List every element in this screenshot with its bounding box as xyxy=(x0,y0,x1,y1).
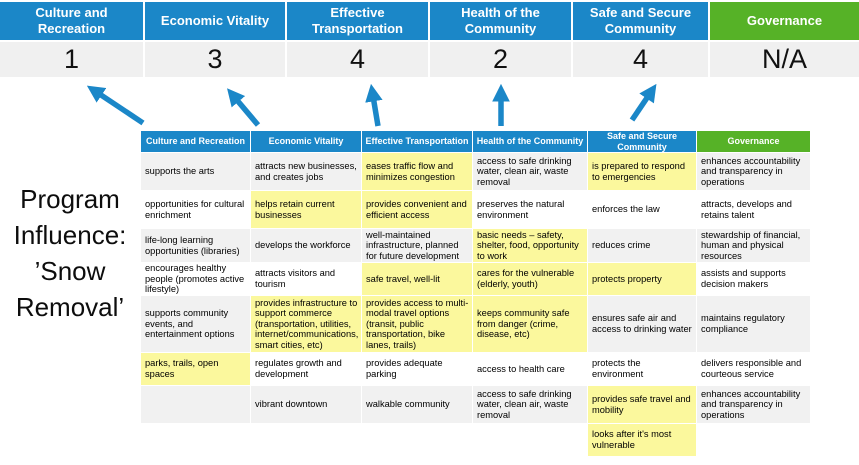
matrix-cell: vibrant downtown xyxy=(251,386,361,423)
matrix-cell xyxy=(141,424,250,456)
priority-score: 1 xyxy=(0,42,143,77)
matrix-cell-highlighted: safe travel, well-lit xyxy=(362,263,472,295)
priority-score: 3 xyxy=(145,42,285,77)
matrix-cell xyxy=(697,424,810,456)
matrix-cell: attracts new businesses, and creates job… xyxy=(251,153,361,190)
matrix-cell: enforces the law xyxy=(588,191,696,228)
matrix-cell: encourages healthy people (promotes acti… xyxy=(141,263,250,295)
matrix-cell: maintains regulatory compliance xyxy=(697,296,810,352)
matrix-cell-highlighted: provides infrastructure to support comme… xyxy=(251,296,361,352)
priority-score: 4 xyxy=(573,42,708,77)
matrix-cell: life-long learning opportunities (librar… xyxy=(141,229,250,262)
priority-score: N/A xyxy=(710,42,859,77)
priority-header: Governance xyxy=(710,2,859,40)
priority-score: 2 xyxy=(430,42,571,77)
matrix-column-header: Culture and Recreation xyxy=(141,131,250,152)
matrix-cell-highlighted: cares for the vulnerable (elderly, youth… xyxy=(473,263,587,295)
matrix-cell: well-maintained infrastructure, planned … xyxy=(362,229,472,262)
up-left-arrow-icon xyxy=(86,85,145,126)
program-influence-line: Influence: xyxy=(13,219,127,250)
matrix-cell: regulates growth and development xyxy=(251,353,361,385)
up-arrow-icon xyxy=(365,83,383,127)
matrix-cell-highlighted: protects property xyxy=(588,263,696,295)
matrix-cell: opportunities for cultural enrichment xyxy=(141,191,250,228)
matrix-cell: access to health care xyxy=(473,353,587,385)
up-left-arrow-icon xyxy=(227,88,261,127)
arrows-overlay xyxy=(86,83,657,127)
matrix-cell: attracts, develops and retains talent xyxy=(697,191,810,228)
matrix-column-header: Effective Transportation xyxy=(362,131,472,152)
priority-matrix-table: Culture and Recreation Economic Vitality E… xyxy=(141,131,810,456)
matrix-cell-highlighted: keeps community safe from danger (crime,… xyxy=(473,296,587,352)
matrix-cell-highlighted: parks, trails, open spaces xyxy=(141,353,250,385)
matrix-cell: protects the environment xyxy=(588,353,696,385)
priority-header: Culture and Recreation xyxy=(0,2,143,40)
priority-header: Safe and Secure Community xyxy=(573,2,708,40)
matrix-cell-highlighted: is prepared to respond to emergencies xyxy=(588,153,696,190)
matrix-cell-highlighted: looks after it's most vulnerable xyxy=(588,424,696,456)
matrix-cell-highlighted: helps retain current businesses xyxy=(251,191,361,228)
matrix-cell xyxy=(473,424,587,456)
priority-header: Health of the Community xyxy=(430,2,571,40)
priority-header: Economic Vitality xyxy=(145,2,285,40)
program-influence-line: Program xyxy=(20,184,120,214)
matrix-cell: enhances accountability and transparency… xyxy=(697,153,810,190)
matrix-cell: attracts visitors and tourism xyxy=(251,263,361,295)
matrix-cell-highlighted: eases traffic flow and minimizes congest… xyxy=(362,153,472,190)
matrix-cell: access to safe drinking water, clean air… xyxy=(473,386,587,423)
matrix-cell: provides adequate parking xyxy=(362,353,472,385)
priority-score: 4 xyxy=(287,42,428,77)
matrix-cell: supports the arts xyxy=(141,153,250,190)
program-influence-line: Removal’ xyxy=(15,291,125,322)
matrix-cell-highlighted: provides convenient and efficient access xyxy=(362,191,472,228)
matrix-cell: reduces crime xyxy=(588,229,696,262)
matrix-column-header: Health of the Community xyxy=(473,131,587,152)
matrix-cell: preserves the natural environment xyxy=(473,191,587,228)
matrix-column-header: Governance xyxy=(697,131,810,152)
matrix-cell: walkable community xyxy=(362,386,472,423)
matrix-cell: delivers responsible and courteous servi… xyxy=(697,353,810,385)
matrix-cell xyxy=(141,386,250,423)
matrix-cell-highlighted: provides access to multi-modal travel op… xyxy=(362,296,472,352)
matrix-cell: develops the workforce xyxy=(251,229,361,262)
matrix-cell: assists and supports decision makers xyxy=(697,263,810,295)
matrix-cell: access to safe drinking water, clean air… xyxy=(473,153,587,190)
matrix-cell: supports community events, and entertain… xyxy=(141,296,250,352)
program-influence-line: ’Snow xyxy=(34,255,106,286)
priority-header: Effective Transportation xyxy=(287,2,428,40)
up-right-arrow-icon xyxy=(629,83,657,122)
matrix-cell: enhances accountability and transparency… xyxy=(697,386,810,423)
matrix-cell-highlighted: basic needs – safety, shelter, food, opp… xyxy=(473,229,587,262)
matrix-cell: stewardship of financial, human and phys… xyxy=(697,229,810,262)
program-influence-label: Program Influence: ’Snow Removal’ xyxy=(2,182,138,326)
matrix-cell-highlighted: provides safe travel and mobility xyxy=(588,386,696,423)
matrix-cell xyxy=(251,424,361,456)
matrix-cell: ensures safe air and access to drinking … xyxy=(588,296,696,352)
matrix-cell xyxy=(362,424,472,456)
matrix-column-header: Safe and Secure Community xyxy=(588,131,696,152)
matrix-column-header: Economic Vitality xyxy=(251,131,361,152)
